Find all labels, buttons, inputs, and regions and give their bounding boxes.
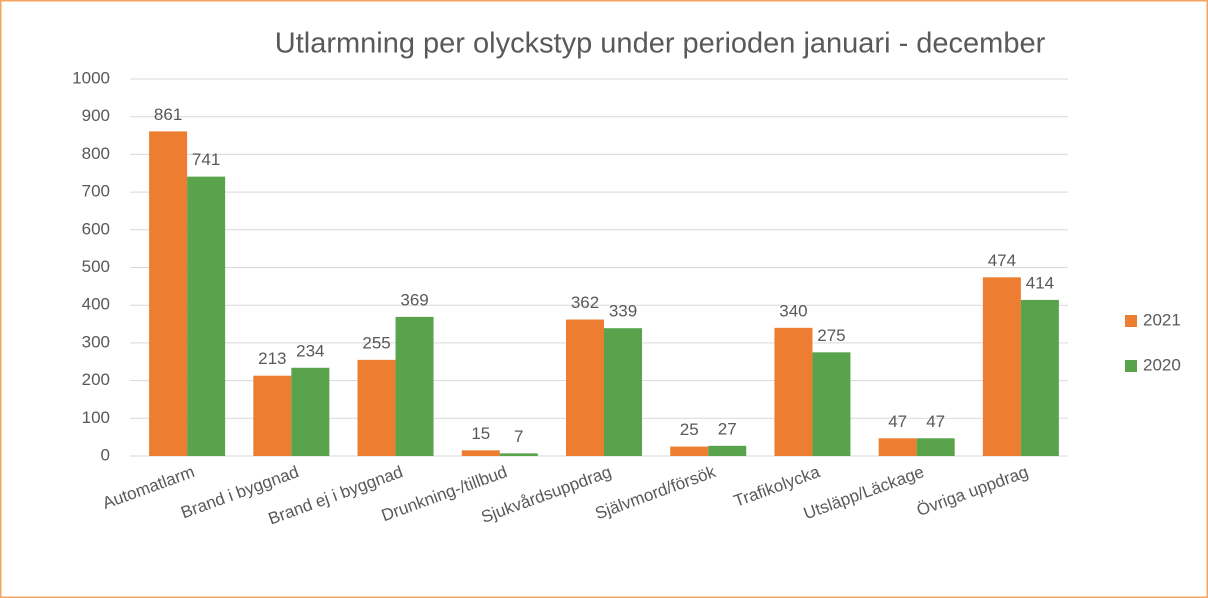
bar <box>916 438 955 456</box>
data-label: 213 <box>258 349 286 368</box>
bar <box>357 359 396 456</box>
data-label: 15 <box>471 424 490 443</box>
data-label: 369 <box>400 290 428 309</box>
legend-label: 2020 <box>1143 355 1181 374</box>
y-tick-label: 200 <box>82 370 110 389</box>
legend-swatch <box>1125 360 1137 372</box>
bar <box>395 316 434 456</box>
bar <box>604 328 642 456</box>
legend-swatch <box>1125 315 1137 327</box>
data-label: 234 <box>296 341 324 360</box>
bar <box>812 352 851 456</box>
data-label: 362 <box>571 293 599 312</box>
bar <box>878 438 917 456</box>
y-tick-label: 1000 <box>72 68 110 87</box>
bar <box>1020 299 1059 456</box>
data-label: 47 <box>888 412 907 431</box>
data-label: 741 <box>192 150 220 169</box>
bar <box>774 327 813 456</box>
y-tick-label: 500 <box>82 257 110 276</box>
data-label: 275 <box>817 326 845 345</box>
bar <box>253 375 292 456</box>
bar <box>149 131 188 456</box>
bar <box>187 176 226 456</box>
data-label: 255 <box>362 333 390 352</box>
bar <box>982 277 1021 456</box>
y-tick-label: 400 <box>82 295 110 314</box>
bar <box>670 446 709 456</box>
data-label: 339 <box>609 302 637 321</box>
y-tick-label: 300 <box>82 332 110 351</box>
data-label: 861 <box>154 105 182 124</box>
data-label: 27 <box>718 419 737 438</box>
y-tick-label: 100 <box>82 408 110 427</box>
y-tick-label: 800 <box>82 144 110 163</box>
bar <box>291 367 330 456</box>
data-label: 474 <box>988 251 1016 270</box>
y-tick-label: 700 <box>82 182 110 201</box>
bar <box>461 450 500 456</box>
chart-title: Utlarmning per olyckstyp under perioden … <box>275 28 1046 60</box>
legend-label: 2021 <box>1143 310 1181 329</box>
y-tick-label: 600 <box>82 219 110 238</box>
bar <box>499 453 538 456</box>
bar <box>708 445 747 456</box>
data-label: 25 <box>680 420 699 439</box>
y-tick-label: 0 <box>101 445 110 464</box>
data-label: 47 <box>926 412 945 431</box>
bar <box>566 319 604 456</box>
data-label: 340 <box>779 301 807 320</box>
data-label: 414 <box>1026 273 1054 292</box>
y-tick-label: 900 <box>82 106 110 125</box>
data-label: 7 <box>514 427 523 446</box>
